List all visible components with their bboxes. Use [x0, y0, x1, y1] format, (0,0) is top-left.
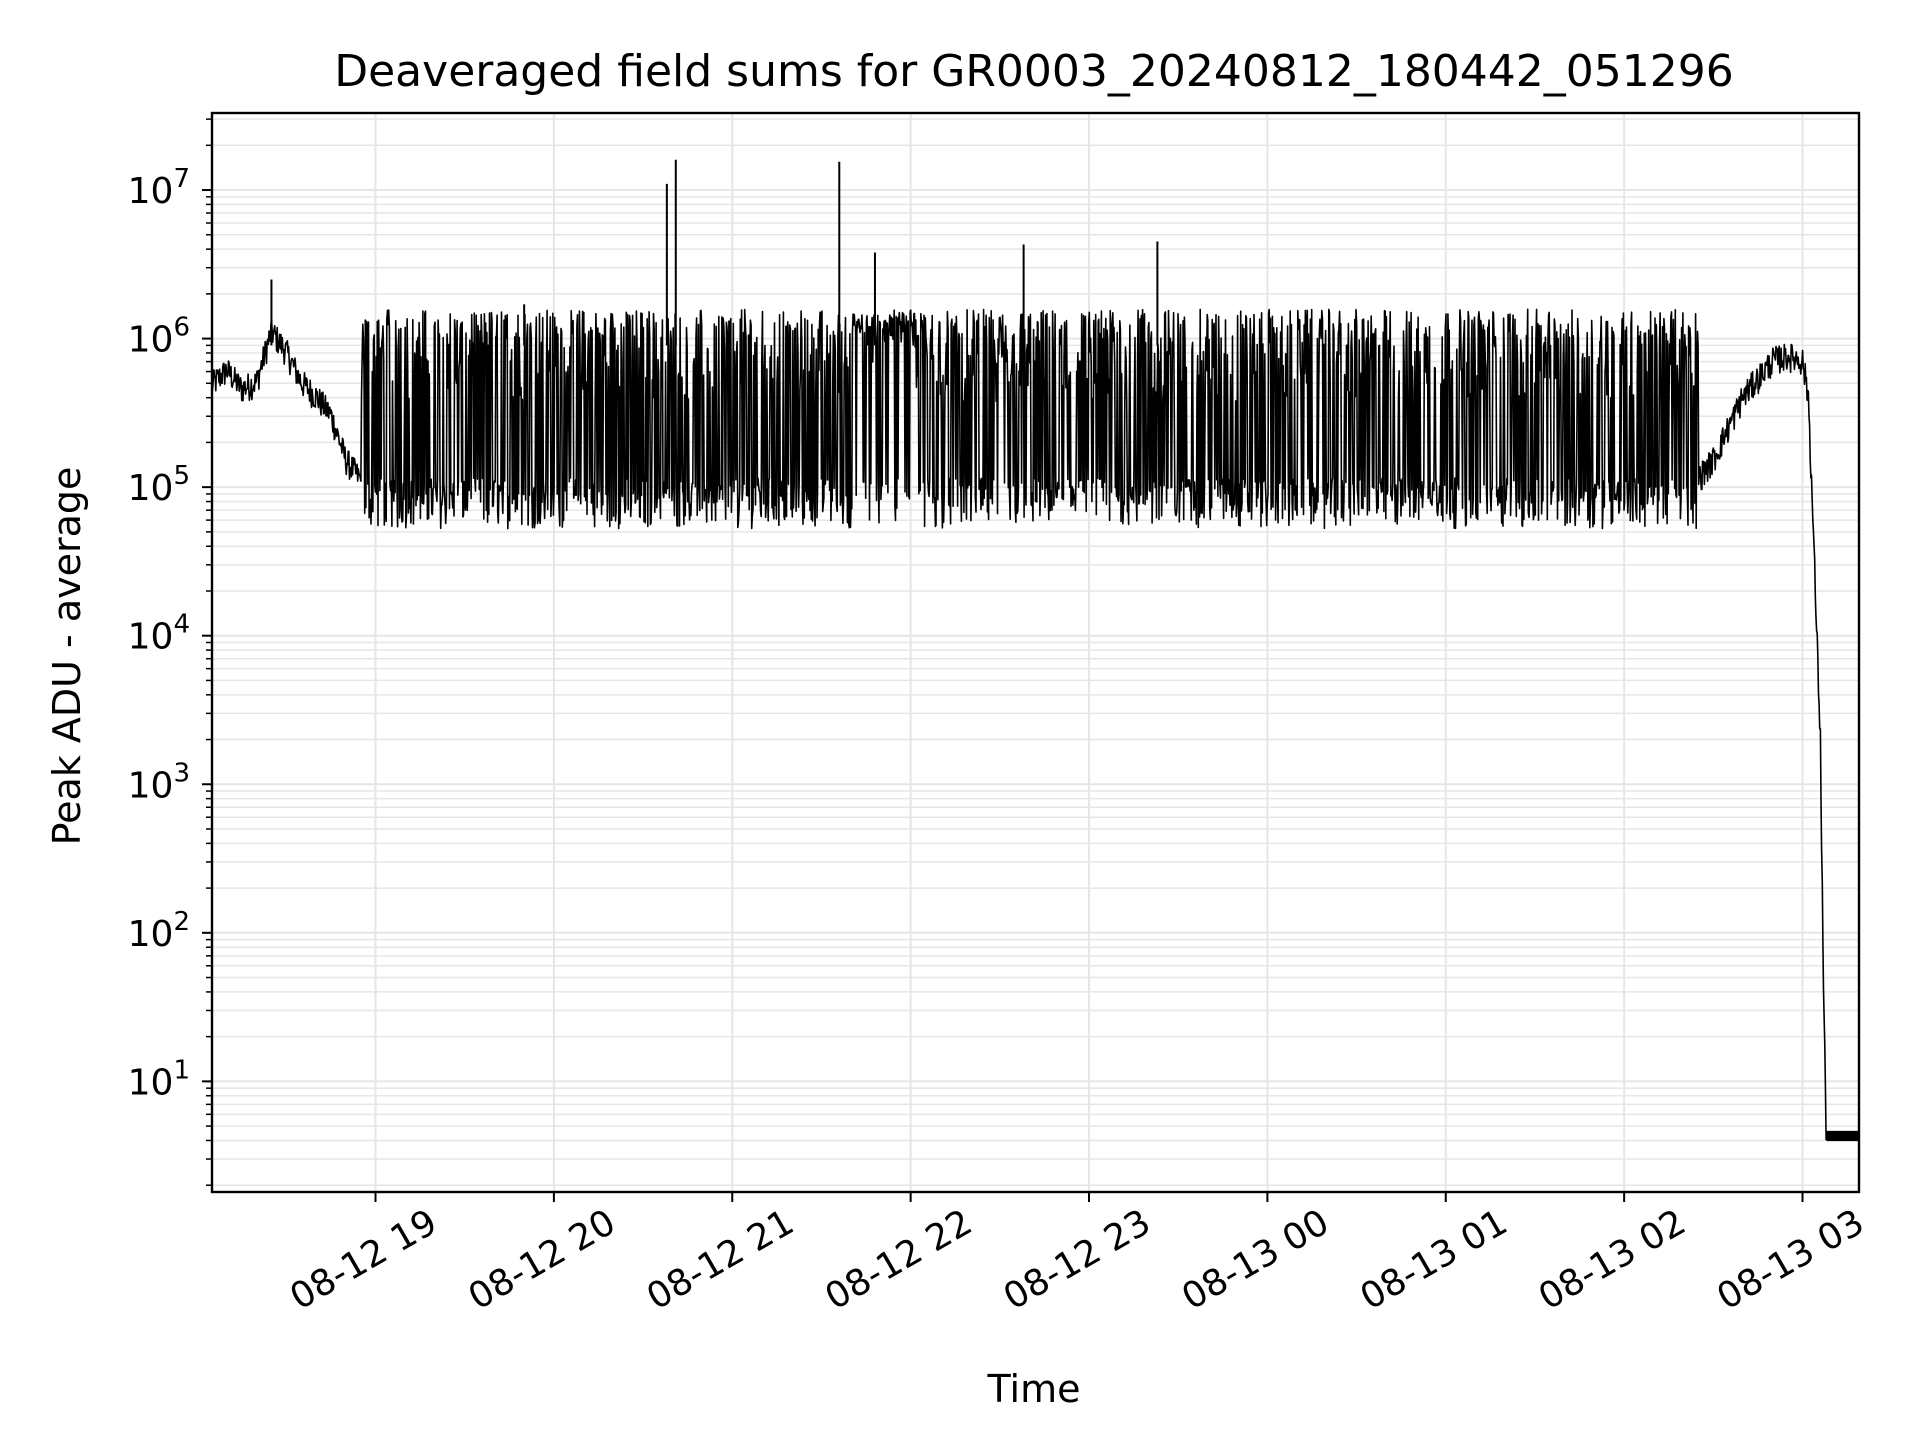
y-tick-base: 10 [128, 617, 174, 658]
grid-layer [212, 113, 1859, 1192]
y-tick-exponent: 3 [173, 758, 190, 788]
y-tick-label: 104 [128, 610, 190, 658]
y-tick-label: 101 [128, 1055, 190, 1103]
y-tick-exponent: 6 [173, 313, 190, 343]
y-tick-label: 103 [128, 758, 190, 806]
y-tick-base: 10 [128, 765, 174, 806]
y-tick-base: 10 [128, 320, 174, 361]
y-tick-exponent: 4 [173, 610, 190, 640]
y-tick-label: 106 [128, 313, 190, 361]
plot-frame [210, 111, 1861, 1194]
x-axis-title: Time [987, 1367, 1081, 1411]
y-tick-label: 107 [128, 164, 190, 212]
y-tick-exponent: 1 [173, 1055, 190, 1085]
y-tick-exponent: 2 [173, 907, 190, 937]
y-tick-label: 102 [128, 907, 190, 955]
y-tick-base: 10 [128, 1062, 174, 1103]
y-tick-label: 105 [128, 461, 190, 509]
chart-title: Deaveraged field sums for GR0003_2024081… [334, 46, 1734, 97]
y-tick-exponent: 5 [173, 461, 190, 491]
y-tick-base: 10 [128, 468, 174, 509]
line-layer [212, 159, 1859, 1142]
y-axis-title: Peak ADU - average [45, 467, 89, 846]
series-line [212, 308, 1859, 1142]
y-tick-base: 10 [128, 171, 174, 212]
y-tick-base: 10 [128, 914, 174, 955]
y-tick-exponent: 7 [173, 164, 190, 194]
